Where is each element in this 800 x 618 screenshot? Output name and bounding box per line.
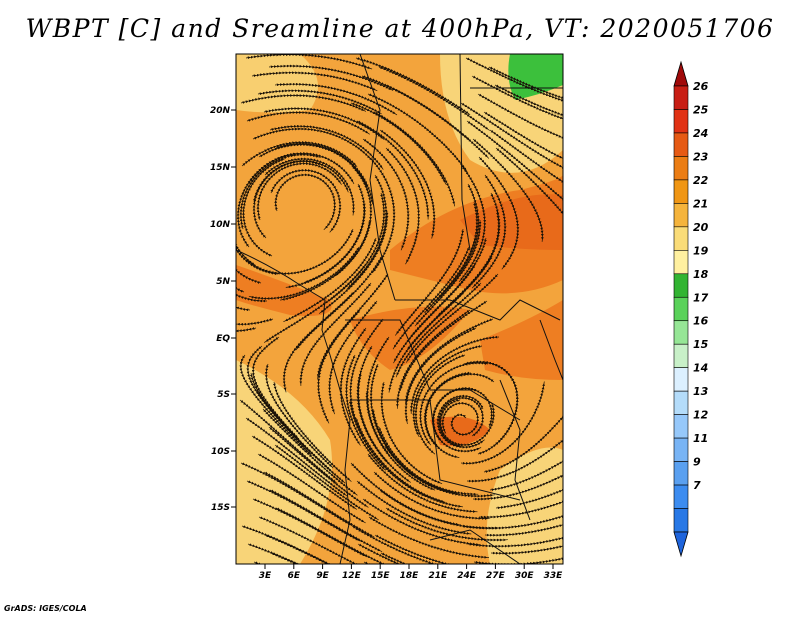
map-frame: [235, 53, 564, 565]
streamline: [245, 54, 373, 70]
colorbar-label: 18: [693, 268, 709, 281]
streamline: [236, 238, 279, 276]
colorbar-swatch: [673, 273, 689, 298]
streamline: [236, 318, 274, 326]
streamline: [236, 327, 257, 333]
lat-tick-label: EQ: [216, 334, 230, 344]
lon-tick-label: 21E: [428, 571, 448, 581]
lat-tick-label: 5N: [216, 277, 230, 287]
latitude-axis: 20N 15N 10N 5N EQ 5S 10S 15S: [210, 106, 236, 513]
streamline: [478, 156, 520, 270]
lon-tick-label: 15E: [371, 571, 391, 581]
colorbar-label: 7: [693, 479, 701, 492]
colorbar-label: 22: [693, 174, 709, 187]
colorbar-swatch: [673, 85, 689, 110]
colorbar-label: 14: [693, 362, 708, 375]
colorbar-label: 16: [693, 315, 709, 328]
colorbar-swatch: [673, 343, 689, 368]
colorbar-label: 20: [693, 221, 709, 234]
lat-tick-label: 5S: [217, 390, 230, 400]
lon-tick-label: 6E: [288, 571, 301, 581]
lat-tick-label: 10S: [211, 447, 230, 457]
colorbar-top-arrow: [673, 60, 689, 87]
colorbar-swatch: [673, 156, 689, 181]
colorbar-label: 19: [693, 244, 709, 257]
chart-title: WBPT [C] and Sreamline at 400hPa, VT: 20…: [25, 14, 775, 43]
streamline: [246, 111, 370, 135]
streamline: [236, 266, 262, 284]
lon-tick-label: 30E: [515, 571, 535, 581]
colorbar-swatch: [673, 437, 689, 462]
streamline: [236, 292, 267, 303]
colorbar-swatch: [673, 414, 689, 439]
lon-tick-label: 24E: [457, 571, 477, 581]
colorbar-swatch: [673, 250, 689, 275]
colorbar-label: 15: [693, 338, 709, 351]
lon-tick-label: 3E: [259, 571, 272, 581]
streamline: [363, 561, 377, 564]
streamline: [236, 287, 245, 293]
lat-tick-label: 15S: [211, 503, 230, 513]
colorbar-label: 25: [693, 103, 709, 116]
colorbar-label: 26: [693, 80, 709, 93]
lon-tick-label: 33E: [544, 571, 564, 581]
colorbar-label: 23: [693, 150, 709, 163]
streamline: [270, 552, 308, 564]
colorbar-swatch: [673, 390, 689, 415]
lon-tick-label: 12E: [342, 571, 362, 581]
streamline: [236, 305, 251, 312]
colorbar-label: 11: [693, 432, 708, 445]
colorbar-swatch: [673, 179, 689, 204]
colorbar-label: 17: [693, 291, 709, 304]
colorbar-swatch: [673, 367, 689, 392]
colorbar-label: 21: [693, 197, 708, 210]
colorbar-bottom-arrow: [673, 531, 689, 558]
streamline: [240, 94, 367, 112]
lat-tick-label: 15N: [210, 163, 231, 173]
colorbar-swatch: [673, 508, 689, 533]
colorbar-label: 12: [693, 409, 709, 422]
lat-tick-label: 20N: [210, 106, 231, 116]
streamlines: [236, 54, 563, 564]
colorbar-swatch: [673, 203, 689, 228]
colorbar-swatch: [673, 320, 689, 345]
colorbar-swatch: [673, 484, 689, 509]
lat-tick-label: 10N: [210, 220, 231, 230]
streamline: [484, 523, 563, 537]
streamline: [253, 561, 271, 564]
colorbar-swatch: [673, 226, 689, 251]
longitude-axis: 3E 6E 9E 12E 15E 18E 21E 24E 27E 30E 33E: [259, 564, 563, 581]
streamline: [380, 552, 418, 564]
colorbar-swatch: [673, 132, 689, 157]
colorbar-label: 9: [693, 456, 701, 469]
colorbar: 26 25 24 23 22 21 20 19 18 17 16 15 14 13 12 11 9 7: [673, 60, 709, 558]
country-borders: [236, 54, 563, 564]
streamline: [374, 534, 473, 564]
lon-tick-label: 18E: [400, 571, 420, 581]
colorbar-swatch: [673, 461, 689, 486]
colorbar-swatch: [673, 296, 689, 322]
lon-tick-label: 27E: [486, 571, 506, 581]
colorbar-label: 24: [693, 127, 708, 140]
colorbar-label: 13: [693, 385, 709, 398]
credit-label: GrADS: IGES/COLA: [4, 604, 87, 613]
colorbar-swatch: [673, 109, 689, 134]
lon-tick-label: 9E: [316, 571, 329, 581]
